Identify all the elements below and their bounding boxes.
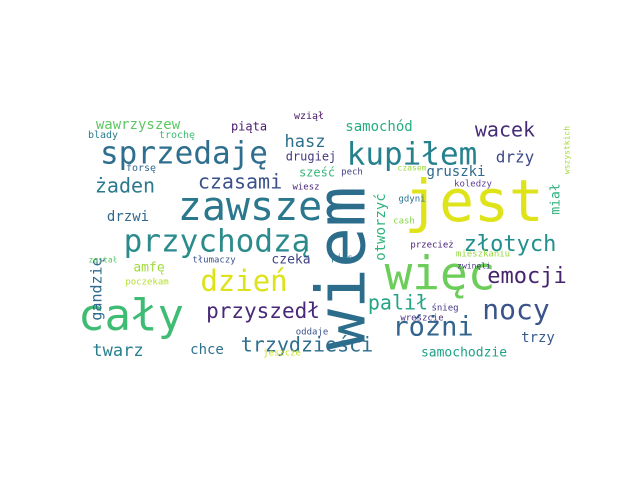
word-cloud-word: palił <box>368 291 428 315</box>
word-cloud-word: gandzię <box>88 257 106 320</box>
word-cloud-word: jest <box>404 167 544 235</box>
word-cloud-word: drzwi <box>107 209 149 225</box>
word-cloud-word: nocy <box>482 293 549 326</box>
word-cloud-word: wacek <box>475 118 535 142</box>
word-cloud-word: wiem <box>303 186 382 350</box>
word-cloud-word: sprzedaję <box>100 136 268 172</box>
word-cloud-word: wawrzyszew <box>96 117 181 133</box>
word-cloud-word: trochę <box>159 130 195 141</box>
word-cloud-word: kupiłem <box>347 137 478 173</box>
word-cloud-word: hasz <box>285 132 326 152</box>
word-cloud-word: piąta <box>231 120 267 134</box>
word-cloud-word: złotych <box>464 232 557 257</box>
word-cloud-word: miał <box>549 183 564 214</box>
word-cloud-word: poczekam <box>125 278 168 288</box>
word-cloud-word: koledzy <box>454 180 493 190</box>
word-cloud-word: żaden <box>95 174 155 198</box>
word-cloud-word: drugiej <box>286 150 337 164</box>
word-cloud-word: dzień <box>200 264 287 298</box>
word-cloud-word: samochód <box>345 119 412 135</box>
word-cloud-word: cały <box>78 290 184 341</box>
word-cloud-word: blady <box>88 130 118 141</box>
word-cloud-word: amfę <box>133 261 164 276</box>
word-cloud-word: tłumaczy <box>192 256 236 266</box>
word-cloud-word: wreszcie <box>400 314 443 324</box>
word-cloud-word: wiesz <box>292 183 319 193</box>
word-cloud-word: drży <box>496 148 535 167</box>
word-cloud-word: przyszedł <box>206 299 320 323</box>
word-cloud-word: zwinęli <box>457 262 491 271</box>
word-cloud-word: gdyni <box>398 195 425 205</box>
word-cloud-word: trzydzieści <box>241 333 373 357</box>
word-cloud-word: emocji <box>487 264 566 289</box>
word-cloud-word: mieszkaniu <box>456 250 510 260</box>
word-cloud-word: otworzyć <box>373 193 389 260</box>
word-cloud-word: czeka <box>271 253 310 268</box>
word-cloud-word: samochodzie <box>421 346 507 361</box>
word-cloud-word: gruszki <box>426 164 485 180</box>
word-cloud-word: trzy <box>521 330 555 346</box>
word-cloud-word: zawsze <box>178 184 323 230</box>
word-cloud-word: pies <box>331 254 353 264</box>
word-cloud-word: czasem <box>398 164 427 173</box>
word-cloud-word: więc <box>385 247 496 301</box>
word-cloud-word: oddaje <box>296 328 329 338</box>
word-cloud-word: twarz <box>92 341 143 361</box>
word-cloud-word: sześć <box>299 166 335 180</box>
word-cloud-word: pech <box>341 168 363 178</box>
word-cloud-word: chce <box>190 342 224 358</box>
word-cloud-word: forsę <box>126 163 156 174</box>
word-cloud-word: wziął <box>294 111 324 122</box>
word-cloud-word: przecież <box>410 241 453 251</box>
word-cloud-word: wszystkich <box>563 126 572 174</box>
word-cloud-word: czasami <box>198 170 282 194</box>
word-cloud-word: został <box>89 256 118 265</box>
word-cloud-word: przychodzą <box>124 224 311 260</box>
word-cloud-word: śnieg <box>431 303 458 314</box>
word-cloud-word: jeszcze <box>263 349 301 359</box>
word-cloud-word: różni <box>392 312 473 343</box>
word-cloud-word: cash <box>393 217 415 227</box>
